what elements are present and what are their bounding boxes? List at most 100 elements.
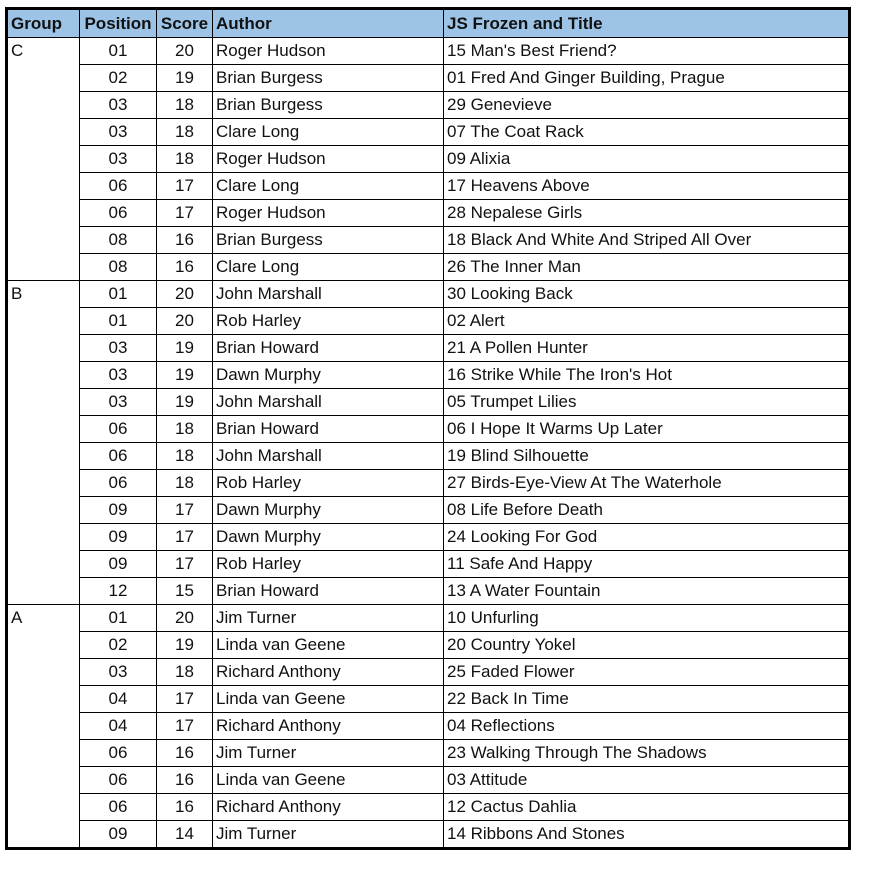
score-cell: 18 — [156, 145, 213, 173]
author-cell: Dawn Murphy — [212, 496, 444, 524]
score-cell: 19 — [156, 64, 213, 92]
title-cell: 15 Man's Best Friend? — [443, 37, 850, 65]
score-cell: 20 — [156, 604, 213, 632]
title-cell: 01 Fred And Ginger Building, Prague — [443, 64, 850, 92]
position-cell: 06 — [79, 766, 157, 794]
table-row: 04 17 Richard Anthony 04 Reflections — [7, 712, 850, 740]
position-cell: 02 — [79, 631, 157, 659]
title-cell: 18 Black And White And Striped All Over — [443, 226, 850, 254]
author-cell: Brian Burgess — [212, 226, 444, 254]
author-cell: Clare Long — [212, 253, 444, 281]
score-cell: 17 — [156, 496, 213, 524]
score-cell: 19 — [156, 631, 213, 659]
score-cell: 16 — [156, 253, 213, 281]
author-cell: Brian Howard — [212, 577, 444, 605]
title-cell: 25 Faded Flower — [443, 658, 850, 686]
author-cell: Linda van Geene — [212, 766, 444, 794]
author-cell: Roger Hudson — [212, 199, 444, 227]
score-cell: 16 — [156, 226, 213, 254]
title-cell: 02 Alert — [443, 307, 850, 335]
title-cell: 08 Life Before Death — [443, 496, 850, 524]
position-cell: 03 — [79, 361, 157, 389]
header-author: Author — [212, 8, 444, 38]
table-row: 06 18 Rob Harley 27 Birds-Eye-View At The W… — [7, 469, 850, 497]
score-cell: 19 — [156, 388, 213, 416]
author-cell: Linda van Geene — [212, 631, 444, 659]
table-row: 08 16 Clare Long 26 The Inner Man — [7, 253, 850, 281]
table-row: 09 17 Dawn Murphy 24 Looking For God — [7, 523, 850, 551]
score-cell: 14 — [156, 820, 213, 849]
score-cell: 18 — [156, 658, 213, 686]
score-cell: 18 — [156, 118, 213, 146]
position-cell: 03 — [79, 91, 157, 119]
title-cell: 19 Blind Silhouette — [443, 442, 850, 470]
table-row: 12 15 Brian Howard 13 A Water Fountain — [7, 577, 850, 605]
header-row: Group Position Score Author JS Frozen an… — [6, 8, 850, 38]
title-cell: 06 I Hope It Warms Up Later — [443, 415, 850, 443]
title-cell: 13 A Water Fountain — [443, 577, 850, 605]
position-cell: 03 — [79, 334, 157, 362]
title-cell: 04 Reflections — [443, 712, 850, 740]
table-row: 02 19 Brian Burgess 01 Fred And Ginger Buil… — [7, 64, 850, 92]
position-cell: 03 — [79, 388, 157, 416]
title-cell: 27 Birds-Eye-View At The Waterhole — [443, 469, 850, 497]
position-cell: 08 — [79, 253, 157, 281]
table-row: 09 14 Jim Turner 14 Ribbons And Stones — [7, 820, 850, 849]
score-cell: 17 — [156, 199, 213, 227]
table-row: 03 19 Dawn Murphy 16 Strike While The Iron'… — [7, 361, 850, 389]
position-cell: 06 — [79, 199, 157, 227]
title-cell: 10 Unfurling — [443, 604, 850, 632]
table-row: 06 16 Richard Anthony 12 Cactus Dahlia — [7, 793, 850, 821]
table-row: 06 16 Linda van Geene 03 Attitude — [7, 766, 850, 794]
position-cell: 06 — [79, 442, 157, 470]
position-cell: 01 — [79, 37, 157, 65]
title-cell: 23 Walking Through The Shadows — [443, 739, 850, 767]
score-cell: 16 — [156, 739, 213, 767]
score-cell: 16 — [156, 793, 213, 821]
author-cell: Dawn Murphy — [212, 523, 444, 551]
author-cell: Brian Burgess — [212, 64, 444, 92]
author-cell: Clare Long — [212, 172, 444, 200]
author-cell: Roger Hudson — [212, 37, 444, 65]
table-row: 06 18 Brian Howard 06 I Hope It Warms Up La… — [7, 415, 850, 443]
position-cell: 01 — [79, 280, 157, 308]
title-cell: 12 Cactus Dahlia — [443, 793, 850, 821]
table-row: 06 17 Clare Long 17 Heavens Above — [7, 172, 850, 200]
score-cell: 16 — [156, 766, 213, 794]
position-cell: 03 — [79, 118, 157, 146]
position-cell: 09 — [79, 523, 157, 551]
author-cell: Linda van Geene — [212, 685, 444, 713]
author-cell: Rob Harley — [212, 550, 444, 578]
position-cell: 09 — [79, 496, 157, 524]
title-cell: 16 Strike While The Iron's Hot — [443, 361, 850, 389]
author-cell: Clare Long — [212, 118, 444, 146]
score-cell: 18 — [156, 469, 213, 497]
position-cell: 06 — [79, 415, 157, 443]
position-cell: 06 — [79, 469, 157, 497]
title-cell: 21 A Pollen Hunter — [443, 334, 850, 362]
title-cell: 09 Alixia — [443, 145, 850, 173]
title-cell: 22 Back In Time — [443, 685, 850, 713]
score-cell: 18 — [156, 442, 213, 470]
title-cell: 29 Genevieve — [443, 91, 850, 119]
author-cell: John Marshall — [212, 442, 444, 470]
author-cell: Richard Anthony — [212, 712, 444, 740]
title-cell: 28 Nepalese Girls — [443, 199, 850, 227]
position-cell: 06 — [79, 172, 157, 200]
author-cell: Dawn Murphy — [212, 361, 444, 389]
header-title: JS Frozen and Title — [443, 8, 850, 38]
author-cell: John Marshall — [212, 280, 444, 308]
position-cell: 09 — [79, 820, 157, 849]
table-row: 06 16 Jim Turner 23 Walking Through The Sha… — [7, 739, 850, 767]
author-cell: Brian Howard — [212, 334, 444, 362]
position-cell: 06 — [79, 793, 157, 821]
table-row: 03 18 Clare Long 07 The Coat Rack — [7, 118, 850, 146]
score-cell: 17 — [156, 712, 213, 740]
group-cell: A — [6, 604, 80, 849]
position-cell: 01 — [79, 604, 157, 632]
title-cell: 11 Safe And Happy — [443, 550, 850, 578]
author-cell: Brian Burgess — [212, 91, 444, 119]
author-cell: Jim Turner — [212, 820, 444, 849]
title-cell: 17 Heavens Above — [443, 172, 850, 200]
author-cell: Jim Turner — [212, 604, 444, 632]
